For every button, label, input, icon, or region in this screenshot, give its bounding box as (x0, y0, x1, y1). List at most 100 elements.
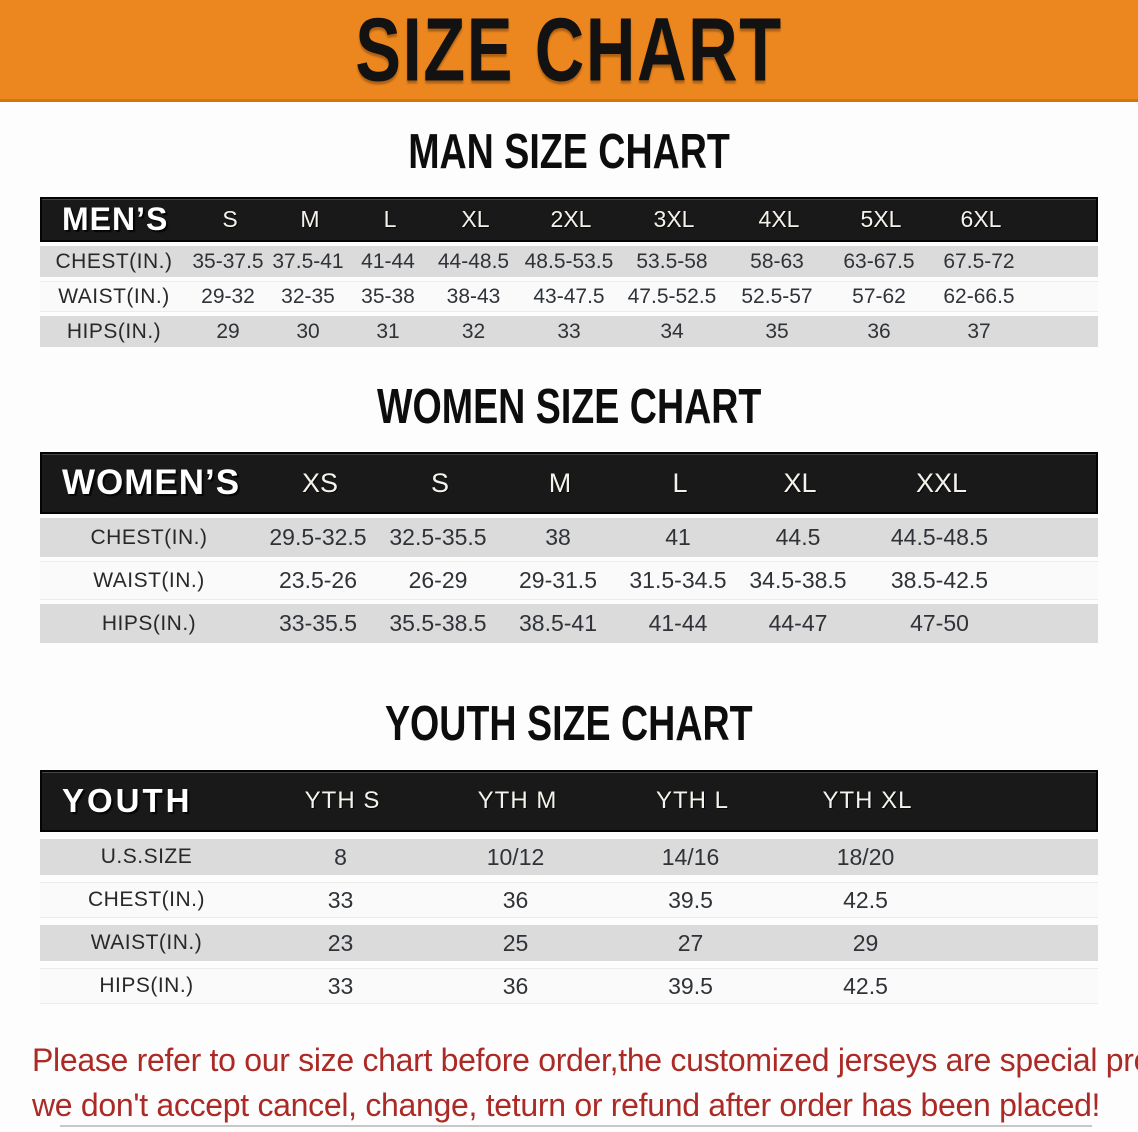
row-label: HIPS(IN.) (66, 319, 162, 343)
size-value: 57-62 (852, 284, 906, 308)
size-value: 32 (461, 319, 486, 343)
table-row: HIPS(IN.) 29 30 31 32 33 34 35 36 37 (40, 316, 1098, 347)
table-row: HIPS(IN.) 33-35.5 35.5-38.5 38.5-41 41-44 44-… (40, 604, 1098, 643)
column-header: YTH S (304, 787, 381, 814)
bottom-divider (60, 1125, 1092, 1127)
size-value: 33 (327, 972, 354, 999)
women-section-heading: WOMEN SIZE CHART (0, 381, 1138, 430)
size-value: 48.5-53.5 (524, 249, 614, 273)
page-title: SIZE CHART (355, 0, 783, 100)
size-value: 29-32 (201, 284, 255, 308)
size-value: 23.5-26 (278, 567, 357, 593)
table-row: CHEST(IN.) 33 36 39.5 42.5 (40, 882, 1098, 918)
size-value: 18/20 (836, 843, 895, 870)
youth-section-heading-text: YOUTH SIZE CHART (385, 694, 753, 751)
size-value: 44-47 (768, 610, 828, 636)
size-value: 23 (327, 929, 354, 956)
size-value: 42.5 (843, 886, 888, 913)
column-header: S (430, 467, 449, 498)
size-value: 63-67.5 (843, 249, 915, 273)
size-value: 10/12 (486, 843, 545, 870)
size-value: 29-31.5 (518, 567, 597, 593)
column-header: XL (783, 467, 817, 498)
top-banner: SIZE CHART (0, 0, 1138, 102)
row-label: HIPS(IN.) (101, 611, 197, 635)
women-size-table: WOMEN’S XS S M L XL XXL CHEST(IN.) 29.5-32.5 32.5… (40, 452, 1098, 643)
table-row: CHEST(IN.) 35-37.5 37.5-41 41-44 44-48.5 48.5… (40, 246, 1098, 277)
row-label: U.S.SIZE (100, 845, 193, 868)
men-section-heading-text: MAN SIZE CHART (408, 122, 730, 179)
column-header: YTH M (477, 787, 558, 814)
size-value: 35 (765, 319, 789, 343)
size-value: 39.5 (668, 972, 713, 999)
size-value: 47.5-52.5 (627, 284, 717, 308)
order-disclaimer: Please refer to our size chart before or… (32, 1038, 1138, 1128)
table-row: CHEST(IN.) 29.5-32.5 32.5-35.5 38 41 44.5 44.5… (40, 518, 1098, 557)
size-value: 36 (502, 972, 529, 999)
size-value: 30 (296, 319, 320, 343)
disclaimer-line-1: Please refer to our size chart before or… (32, 1042, 1138, 1078)
row-label: WAIST(IN.) (93, 568, 205, 592)
size-value: 36 (867, 319, 891, 343)
table-corner-label: WOMEN’S (62, 463, 241, 502)
size-value: 27 (677, 929, 704, 956)
men-size-table: MEN’S S M L XL 2XL 3XL 4XL 5XL 6XL CHEST(IN.) 35-37… (40, 197, 1098, 347)
size-value: 58-63 (750, 249, 804, 273)
size-value: 41-44 (648, 610, 708, 636)
table-header-row: MEN’S S M L XL 2XL 3XL 4XL 5XL 6XL (40, 197, 1098, 242)
column-header: 4XL (758, 206, 800, 232)
row-label: CHEST(IN.) (55, 249, 173, 273)
size-value: 44.5-48.5 (890, 524, 989, 550)
size-value: 14/16 (661, 843, 720, 870)
size-value: 29.5-32.5 (269, 524, 367, 550)
column-header: 6XL (960, 206, 1002, 232)
size-value: 47-50 (910, 610, 969, 636)
size-value: 62-66.5 (943, 284, 1015, 308)
size-value: 26-29 (408, 567, 468, 593)
size-value: 44.5 (775, 524, 821, 550)
youth-section-heading: YOUTH SIZE CHART (0, 694, 1138, 751)
column-header: XS (301, 467, 339, 498)
row-label: CHEST(IN.) (88, 888, 205, 911)
size-value: 25 (502, 929, 529, 956)
youth-size-table: YOUTH YTH S YTH M YTH L YTH XL U.S.SIZE 8 10/12… (40, 770, 1098, 1004)
column-header: 5XL (860, 206, 902, 232)
size-value: 31.5-34.5 (629, 567, 727, 593)
size-value: 41 (665, 524, 691, 550)
table-header-row: WOMEN’S XS S M L XL XXL (40, 452, 1098, 514)
size-value: 36 (502, 886, 529, 913)
size-value: 43-47.5 (533, 284, 605, 308)
size-value: 34.5-38.5 (749, 567, 847, 593)
column-header: S (222, 206, 238, 232)
size-value: 67.5-72 (943, 249, 1015, 273)
column-header: 3XL (653, 206, 695, 232)
column-header: M (548, 467, 572, 498)
size-value: 53.5-58 (636, 249, 708, 273)
disclaimer-line-2: we don't accept cancel, change, teturn o… (32, 1087, 1101, 1123)
size-value: 38.5-42.5 (890, 567, 989, 593)
size-value: 41-44 (361, 249, 415, 273)
size-value: 52.5-57 (741, 284, 813, 308)
table-header-row: YOUTH YTH S YTH M YTH L YTH XL (40, 770, 1098, 832)
size-value: 33-35.5 (278, 610, 357, 636)
row-label: WAIST(IN.) (58, 284, 170, 308)
table-row: WAIST(IN.) 23 25 27 29 (40, 925, 1098, 961)
table-row: WAIST(IN.) 23.5-26 26-29 29-31.5 31.5-34.5 34… (40, 561, 1098, 600)
table-corner-label: MEN’S (62, 201, 169, 237)
column-header: 2XL (550, 206, 592, 232)
table-row: HIPS(IN.) 33 36 39.5 42.5 (40, 968, 1098, 1004)
size-value: 38.5-41 (518, 610, 597, 636)
column-header: XXL (915, 467, 968, 498)
table-row: U.S.SIZE 8 10/12 14/16 18/20 (40, 839, 1098, 875)
size-value: 37.5-41 (272, 249, 344, 273)
size-value: 29 (852, 929, 879, 956)
size-value: 33 (557, 319, 581, 343)
size-value: 42.5 (843, 972, 888, 999)
column-header: YTH XL (822, 787, 913, 814)
size-value: 39.5 (668, 886, 713, 913)
size-value: 32-35 (281, 284, 335, 308)
table-corner-label: YOUTH (62, 782, 193, 819)
size-value: 38-43 (446, 284, 501, 308)
size-value: 44-48.5 (437, 249, 510, 273)
